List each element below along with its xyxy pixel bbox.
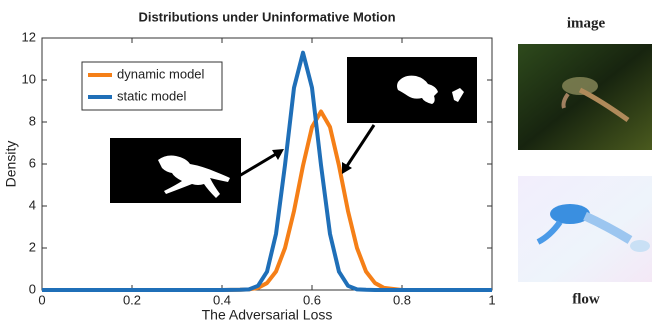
y-tick-label: 8 — [29, 113, 36, 128]
flow-image — [518, 176, 652, 282]
image-photo — [518, 44, 652, 150]
x-tick-label: 0.4 — [213, 292, 231, 307]
flow-label: flow — [572, 291, 600, 307]
y-tick-label: 4 — [29, 197, 36, 212]
legend-label: dynamic model — [117, 66, 205, 81]
legend-box — [81, 61, 223, 111]
y-tick-label: 0 — [29, 281, 36, 296]
y-tick-label: 6 — [29, 155, 36, 170]
x-tick-label: 0.2 — [123, 292, 141, 307]
x-tick-label: 0.6 — [303, 292, 321, 307]
y-tick-label: 10 — [22, 71, 36, 86]
line-series — [42, 50, 492, 292]
x-axis-label: The Adversarial Loss — [202, 307, 333, 323]
mask-dynamic — [347, 57, 477, 123]
image-label: image — [567, 15, 606, 31]
y-tick-label: 12 — [22, 29, 36, 44]
x-tick-label: 0.8 — [393, 292, 411, 307]
y-tick-label: 2 — [29, 239, 36, 254]
x-tick-label: 1 — [488, 292, 495, 307]
legend-label: static model — [117, 88, 186, 103]
arrows — [238, 124, 376, 178]
chart-title: Distributions under Uninformative Motion — [138, 9, 395, 24]
mask-static — [110, 138, 241, 203]
y-axis-label: Density — [3, 141, 19, 188]
plot-area: 0 2 4 6 8 10 12 0 0.2 0.4 0.6 0.8 1 dynamic model stat… — [22, 29, 496, 307]
x-tick-label: 0 — [38, 292, 45, 307]
